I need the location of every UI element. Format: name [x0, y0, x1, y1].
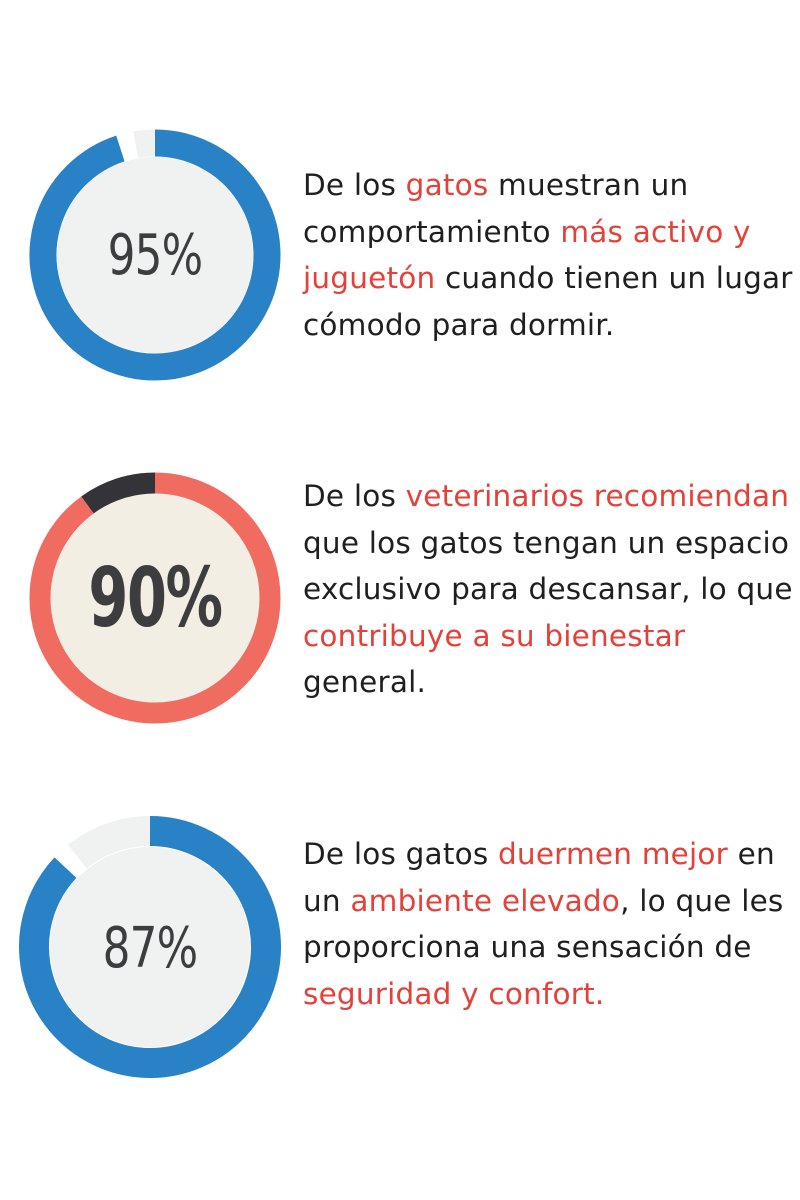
donut-remainder-3 [67, 816, 151, 869]
stat-text-2: De los veterinarios recomiendan que los … [303, 473, 795, 706]
percent-label-1: 95% [107, 222, 204, 288]
highlight-text: contribuye a su bienestar [303, 618, 686, 653]
highlight-text: más activo y juguetón [303, 214, 751, 296]
highlight-text: seguridad y confort. [303, 976, 605, 1011]
donut-chart-3 [19, 816, 281, 1078]
body-text: cuando tienen un lugar cómodo para dormi… [303, 261, 793, 342]
donut-value-arc-2 [29, 472, 281, 724]
body-text: De los [303, 168, 406, 202]
donut-fill-2 [50, 493, 260, 703]
body-text: De los [303, 479, 406, 513]
donut-value-arc-1 [29, 129, 281, 381]
donut-remainder-1 [133, 129, 156, 159]
donut-fill-3 [50, 847, 250, 1047]
body-text: , lo que les proporciona una sensación d… [303, 883, 784, 965]
highlight-text: veterinarios recomiendan [405, 479, 790, 513]
highlight-text: duermen mejor [498, 837, 729, 871]
donut-remainder-2 [81, 472, 156, 514]
donut-value-arc-3 [19, 816, 281, 1078]
highlight-text: ambiente elevado [350, 883, 621, 918]
donut-fill-1 [57, 157, 253, 353]
stat-text-1: De los gatos muestran un comportamiento … [303, 162, 795, 348]
body-text: general. [303, 665, 427, 699]
donut-chart-2 [29, 472, 281, 724]
body-text: De los gatos [303, 837, 498, 871]
body-text: en un [303, 837, 775, 918]
percent-label-3: 87% [102, 915, 199, 981]
body-text: muestran un comportamiento [303, 168, 689, 249]
percent-label-2: 90% [88, 550, 223, 646]
donut-chart-1 [29, 129, 281, 381]
stat-text-3: De los gatos duermen mejor en un ambient… [303, 831, 795, 1017]
highlight-text: gatos [405, 168, 489, 202]
body-text: que los gatos tengan un espacio exclusiv… [303, 525, 793, 607]
